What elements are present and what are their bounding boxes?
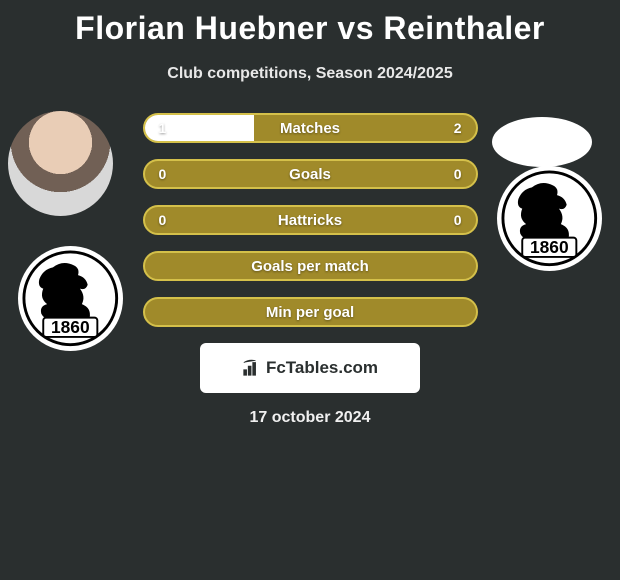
stat-left-value: 1 — [159, 120, 167, 136]
stat-bar: 0 Hattricks 0 — [143, 205, 478, 235]
player-left-photo — [8, 111, 113, 216]
date-label: 17 october 2024 — [0, 409, 620, 427]
svg-text:1860: 1860 — [51, 317, 90, 337]
stat-bars: 1 Matches 2 0 Goals 0 0 Hattricks 0 Goals per mat… — [143, 111, 478, 327]
page-title: Florian Huebner vs Reinthaler — [0, 0, 620, 47]
subtitle: Club competitions, Season 2024/2025 — [0, 65, 620, 83]
lion-badge-icon: 1860 — [501, 170, 598, 267]
brand-label: FcTables.com — [266, 358, 378, 378]
stat-right-value: 0 — [454, 166, 462, 182]
stat-bar: 0 Goals 0 — [143, 159, 478, 189]
comparison-panel: 1860 1860 1 Matches 2 0 Goals 0 0 Hattricks 0 Goa… — [0, 111, 620, 427]
club-left-badge: 1860 — [18, 246, 123, 351]
stat-label: Goals per match — [251, 258, 369, 275]
stat-label: Matches — [280, 120, 340, 137]
stat-label: Hattricks — [278, 212, 342, 229]
svg-text:1860: 1860 — [530, 237, 569, 257]
player-right-photo — [492, 117, 592, 167]
stat-left-value: 0 — [159, 166, 167, 182]
stat-label: Goals — [289, 166, 331, 183]
lion-badge-icon: 1860 — [22, 250, 119, 347]
stat-left-value: 0 — [159, 212, 167, 228]
club-right-badge: 1860 — [497, 166, 602, 271]
stat-bar: Goals per match — [143, 251, 478, 281]
stat-label: Min per goal — [266, 304, 354, 321]
chart-icon — [242, 359, 260, 377]
stat-bar: 1 Matches 2 — [143, 113, 478, 143]
stat-right-value: 2 — [454, 120, 462, 136]
branding-box: FcTables.com — [200, 343, 420, 393]
stat-right-value: 0 — [454, 212, 462, 228]
stat-bar: Min per goal — [143, 297, 478, 327]
